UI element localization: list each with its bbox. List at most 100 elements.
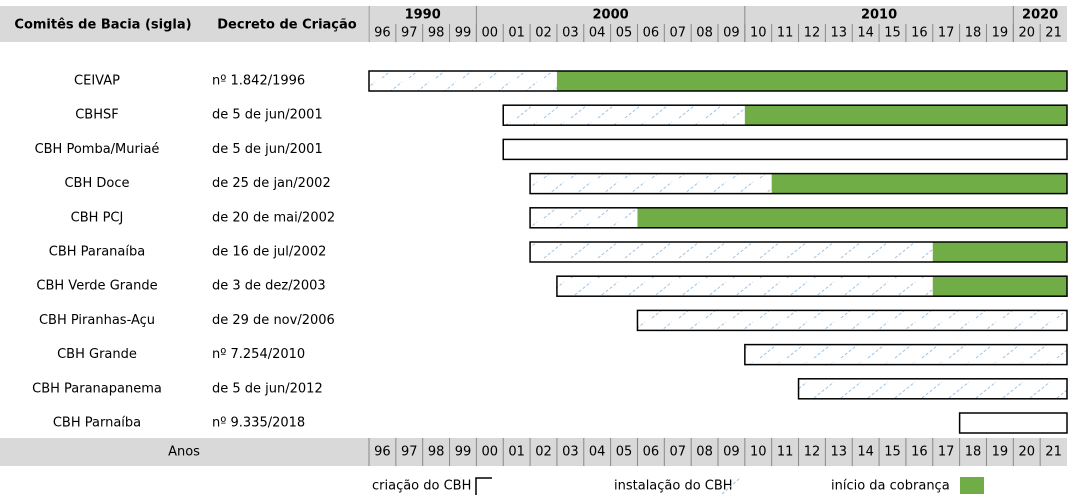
year-label: 09 — [723, 26, 740, 41]
decade-label: 2010 — [861, 8, 897, 23]
legend-label: criação do CBH — [372, 479, 471, 494]
creation-box — [502, 138, 1068, 161]
year-label: 06 — [643, 445, 660, 460]
charging-bar — [771, 173, 1067, 194]
column-header: Decreto de Criação — [217, 18, 357, 33]
row-decree: de 5 de jun/2001 — [212, 142, 323, 157]
year-label: 02 — [535, 445, 552, 460]
year-label: 11 — [777, 26, 794, 41]
year-label: 07 — [669, 26, 686, 41]
column-header: Comitês de Bacia (sigla) — [14, 18, 191, 33]
decade-label: 2000 — [593, 8, 629, 23]
row-name: CBH Grande — [57, 347, 137, 362]
year-label: 15 — [884, 26, 901, 41]
year-label: 01 — [508, 26, 525, 41]
row-decree: nº 1.842/1996 — [212, 74, 305, 89]
installation-bar — [798, 378, 1067, 399]
year-label: 00 — [482, 445, 499, 460]
year-label: 10 — [750, 445, 767, 460]
row-name: CBH Piranhas-Açu — [39, 313, 155, 328]
row-decree: de 29 de nov/2006 — [212, 313, 335, 328]
creation-box — [529, 241, 1068, 263]
year-label: 21 — [1045, 445, 1062, 460]
year-label: 00 — [482, 26, 499, 41]
year-label: 14 — [857, 26, 874, 41]
row-decree: de 20 de mai/2002 — [212, 210, 335, 225]
year-label: 96 — [374, 445, 391, 460]
year-label: 16 — [911, 445, 928, 460]
year-label: 18 — [965, 445, 982, 460]
year-label: 21 — [1045, 26, 1062, 41]
year-label: 13 — [831, 26, 848, 41]
year-label: 08 — [696, 26, 713, 41]
year-label: 10 — [750, 26, 767, 41]
decade-label: 1990 — [405, 8, 441, 23]
year-label: 96 — [374, 26, 391, 41]
year-label: 06 — [643, 26, 660, 41]
year-label: 03 — [562, 445, 579, 460]
row-decree: nº 7.254/2010 — [212, 347, 305, 362]
row-decree: nº 9.335/2018 — [212, 416, 305, 431]
year-label: 20 — [1018, 445, 1035, 460]
year-label: 18 — [965, 26, 982, 41]
year-label: 08 — [696, 445, 713, 460]
creation-box — [368, 70, 1068, 92]
year-label: 16 — [911, 26, 928, 41]
year-label: 04 — [589, 26, 606, 41]
legend-swatch — [960, 477, 984, 494]
row-decree: de 5 de jun/2012 — [212, 381, 323, 396]
installation-bar — [637, 310, 1067, 331]
year-label: 20 — [1018, 26, 1035, 41]
year-label: 98 — [428, 445, 445, 460]
year-label: 02 — [535, 26, 552, 41]
year-label: 11 — [777, 445, 794, 460]
year-label: 17 — [938, 26, 955, 41]
year-label: 13 — [831, 445, 848, 460]
year-label: 07 — [669, 445, 686, 460]
row-name: CBH Paranapanema — [32, 381, 162, 396]
charging-bar — [637, 207, 1067, 228]
creation-box — [502, 104, 1068, 126]
year-label: 97 — [401, 26, 418, 41]
row-name: CBH Doce — [64, 176, 129, 191]
row-decree: de 16 de jul/2002 — [212, 245, 326, 260]
year-label: 12 — [804, 445, 821, 460]
row-decree: de 5 de jun/2001 — [212, 108, 323, 123]
year-label: 19 — [992, 445, 1009, 460]
row-name: CBH Pomba/Muriaé — [35, 142, 160, 157]
row-name: CBH Paranaíba — [49, 245, 145, 260]
footer-label: Anos — [168, 445, 200, 460]
creation-box — [556, 275, 1068, 297]
row-name: CBHSF — [75, 108, 119, 123]
creation-box — [636, 309, 1068, 332]
charging-bar — [932, 276, 1067, 297]
year-label: 19 — [992, 26, 1009, 41]
creation-box — [529, 207, 1068, 229]
year-label: 05 — [616, 445, 633, 460]
charging-bar — [556, 71, 1067, 91]
row-name: CBH Verde Grande — [36, 279, 157, 294]
year-label: 04 — [589, 445, 606, 460]
row-name: CBH PCJ — [71, 210, 124, 225]
footer-bg — [0, 438, 1067, 466]
legend-swatch — [721, 477, 741, 495]
legend-label: início da cobrança — [831, 479, 950, 494]
row-decree: de 3 de dez/2003 — [212, 279, 326, 294]
year-label: 15 — [884, 445, 901, 460]
row-decree: de 25 de jan/2002 — [212, 176, 331, 191]
year-label: 09 — [723, 445, 740, 460]
year-label: 99 — [455, 26, 472, 41]
year-label: 05 — [616, 26, 633, 41]
year-label: 12 — [804, 26, 821, 41]
year-label: 14 — [857, 445, 874, 460]
creation-box — [797, 378, 1068, 400]
row-name: CEIVAP — [74, 74, 120, 89]
year-label: 99 — [455, 445, 472, 460]
year-label: 17 — [938, 445, 955, 460]
charging-bar — [744, 105, 1067, 126]
legend-label: instalação do CBH — [614, 479, 733, 494]
creation-box — [529, 172, 1068, 195]
charging-bar — [932, 242, 1067, 262]
decade-label: 2020 — [1022, 8, 1058, 23]
